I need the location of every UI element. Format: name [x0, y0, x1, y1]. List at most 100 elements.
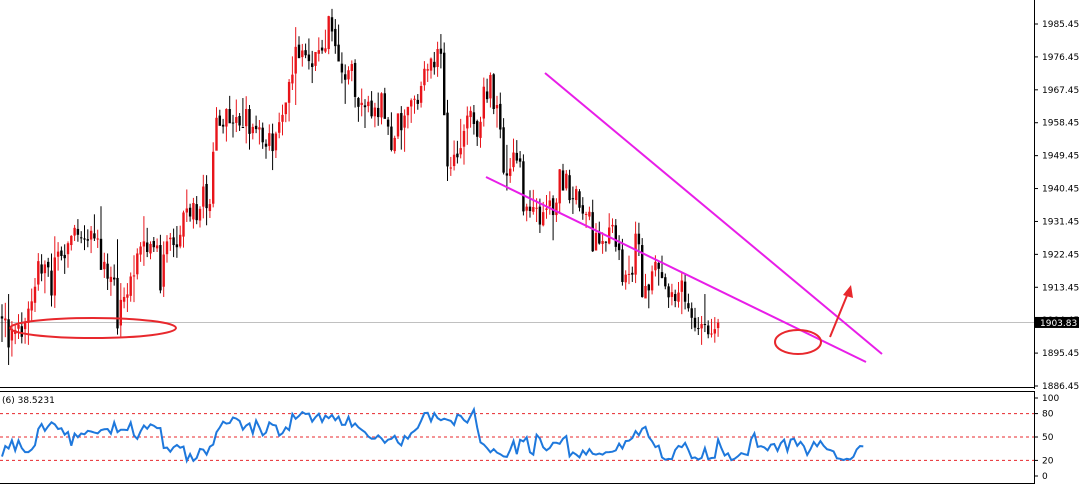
- candle-body: [50, 270, 53, 296]
- candle-body: [650, 271, 654, 291]
- candle-body: [472, 112, 476, 125]
- candle-body: [218, 115, 221, 126]
- candle-body: [294, 46, 297, 74]
- candle-body: [215, 117, 218, 151]
- candle-body: [23, 322, 27, 330]
- indicator-tick-label: 80: [1042, 410, 1054, 420]
- candle-body: [400, 113, 403, 131]
- candle-body: [390, 126, 393, 150]
- candle-body: [413, 98, 416, 100]
- candle-body: [291, 74, 294, 84]
- candle-body: [261, 127, 264, 143]
- candle-body: [667, 286, 670, 298]
- candle-body: [20, 326, 23, 337]
- candle-body: [33, 286, 37, 303]
- breakout-arrow-line: [829, 292, 849, 338]
- candle-body: [320, 47, 324, 51]
- candle-body: [363, 105, 367, 108]
- candle-body: [459, 148, 462, 155]
- candle-body: [466, 115, 469, 129]
- candle-body: [66, 243, 70, 255]
- price-tick-label: 1895.45: [1042, 349, 1079, 359]
- candle-body: [195, 204, 198, 221]
- candle-body: [235, 117, 238, 123]
- candle-body: [337, 44, 340, 62]
- candle-body: [113, 277, 116, 280]
- candle-body: [304, 50, 307, 56]
- candle-body: [680, 280, 683, 292]
- candle-body: [86, 239, 89, 241]
- candle-body: [716, 322, 720, 329]
- candle-body: [271, 133, 274, 152]
- candle-body: [56, 251, 60, 257]
- candle-body: [172, 237, 175, 246]
- candle-body: [617, 243, 621, 251]
- candle-body: [40, 264, 43, 274]
- candle-body: [674, 294, 677, 301]
- candle-body: [353, 62, 357, 97]
- candle-body: [502, 127, 505, 173]
- candle-body: [499, 103, 502, 130]
- candle-body: [324, 48, 327, 52]
- candle-body: [248, 109, 251, 134]
- candle-body: [198, 208, 202, 221]
- candle-body: [489, 75, 492, 99]
- candle-body: [89, 230, 93, 240]
- candle-body: [278, 122, 281, 133]
- candle-body: [479, 121, 482, 138]
- candle-body: [416, 99, 419, 104]
- candle-body: [631, 272, 634, 275]
- candle-body: [185, 208, 188, 213]
- candle-body: [146, 242, 149, 252]
- candle-body: [703, 324, 707, 326]
- candle-body: [426, 69, 429, 71]
- candle-body: [575, 189, 578, 201]
- candle-body: [311, 63, 314, 67]
- candle-body: [396, 113, 400, 137]
- candle-body: [264, 143, 268, 147]
- candle-body: [60, 250, 63, 257]
- candle-body: [27, 308, 30, 323]
- price-pane: 1985.45 1976.45 1967.45 1958.45 1949.45 1940.…: [0, 0, 1079, 392]
- candle-body: [410, 100, 413, 107]
- support-ellipse-left: [9, 317, 177, 339]
- candle-body: [17, 324, 20, 329]
- candle-body: [126, 294, 129, 298]
- indicator-pane: (6) 38.5231 100 80 50 20 0: [0, 391, 1059, 484]
- candle-body: [644, 285, 647, 299]
- candle-body: [139, 246, 142, 255]
- candle-body: [555, 202, 558, 216]
- candle-body: [367, 101, 370, 107]
- candle-body: [179, 234, 182, 247]
- price-tick-label: 1913.45: [1042, 283, 1079, 293]
- candle-body: [37, 261, 40, 285]
- candle-body: [136, 253, 139, 275]
- candle-body: [443, 52, 446, 116]
- candle-body: [611, 224, 614, 227]
- candle-body: [462, 130, 466, 147]
- candle-body: [713, 329, 716, 334]
- candle-body: [525, 206, 528, 211]
- candle-body: [182, 212, 185, 237]
- candle-body: [476, 121, 479, 137]
- candle-body: [287, 81, 291, 103]
- indicator-tick-label: 20: [1042, 456, 1054, 466]
- candle-body: [149, 243, 152, 254]
- candle-body: [43, 264, 47, 274]
- candle-body: [436, 49, 439, 67]
- candle-body: [327, 16, 330, 50]
- candle-body: [165, 241, 169, 255]
- candle-body: [654, 261, 657, 271]
- candle-body: [449, 167, 452, 169]
- candle-body: [254, 125, 258, 130]
- candle-body: [571, 198, 575, 200]
- indicator-axis-ticks: 100 80 50 20 0: [1034, 394, 1059, 482]
- candle-body: [697, 328, 700, 330]
- candle-body: [393, 137, 396, 152]
- candle-body: [482, 86, 485, 119]
- candle-body: [357, 98, 360, 107]
- candle-body: [245, 109, 248, 127]
- candle-body: [565, 173, 568, 189]
- candle-body: [515, 152, 518, 161]
- candle-body: [452, 154, 456, 167]
